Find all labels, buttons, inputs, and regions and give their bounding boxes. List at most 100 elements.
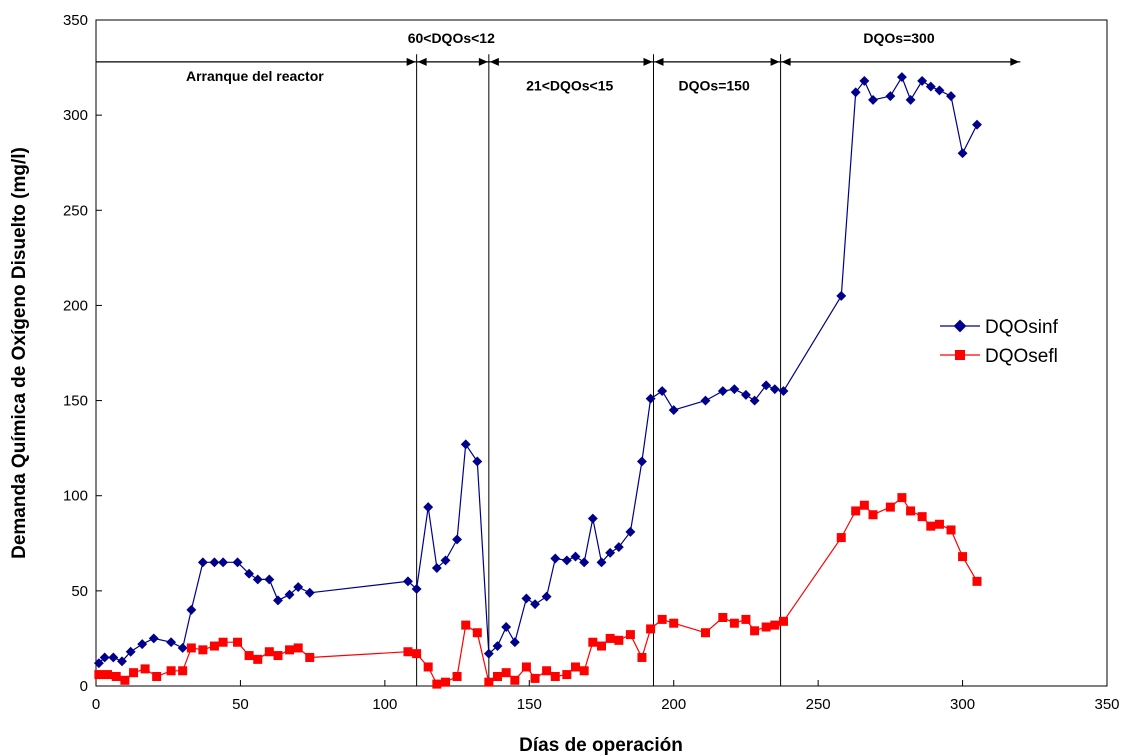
data-point-dqosefl — [550, 671, 560, 681]
data-point-dqosinf — [209, 557, 220, 568]
data-point-dqosinf — [946, 91, 956, 102]
data-point-dqosefl — [588, 637, 598, 647]
arrow-head — [406, 57, 416, 66]
legend: DQOsinf DQOsefl — [940, 317, 1059, 367]
x-tick-label: 350 — [1094, 696, 1119, 713]
data-point-dqosinf — [645, 393, 656, 404]
arrow-head — [417, 57, 427, 66]
data-point-dqosinf — [293, 582, 304, 593]
data-point-dqosefl — [972, 576, 982, 586]
y-tick-label: 200 — [63, 297, 88, 314]
data-point-dqosinf — [137, 639, 148, 650]
data-point-dqosinf — [125, 646, 136, 657]
data-point-dqosinf — [273, 595, 283, 606]
data-point-dqosinf — [749, 395, 760, 406]
data-point-dqosefl — [579, 666, 589, 676]
data-point-dqosefl — [285, 645, 295, 655]
phase-annotations: Arranque del reactor 60<DQOs<12 21<DQOs<15… — [186, 30, 935, 94]
data-point-dqosinf — [587, 513, 598, 524]
data-point-dqosefl — [718, 612, 728, 622]
x-tick-label: 50 — [232, 696, 249, 713]
data-point-dqosefl — [233, 637, 243, 647]
data-point-dqosefl — [484, 677, 494, 687]
data-point-dqosefl — [120, 675, 130, 685]
data-point-dqosinf — [284, 589, 295, 600]
data-point-dqosefl — [111, 671, 121, 681]
series-line-dqosefl — [98, 496, 978, 685]
data-point-dqosefl — [657, 614, 667, 624]
data-point-dqosefl — [166, 666, 176, 676]
data-point-dqosefl — [605, 633, 615, 643]
legend-marker-dqosefl — [955, 350, 965, 360]
legend-label-dqosefl: DQOsefl — [985, 346, 1058, 367]
y-tick-label: 0 — [80, 678, 88, 695]
data-point-dqosinf — [717, 386, 728, 397]
data-point-dqosinf — [657, 386, 668, 397]
arrow-head — [1010, 57, 1020, 66]
data-point-dqosinf — [579, 557, 590, 568]
data-point-dqosefl — [472, 628, 482, 638]
data-point-dqosefl — [669, 618, 679, 628]
data-point-dqosinf — [509, 637, 520, 648]
data-point-dqosinf — [668, 405, 679, 416]
data-point-dqosefl — [198, 645, 208, 655]
data-point-dqosefl — [305, 652, 315, 662]
data-point-dqosefl — [441, 677, 451, 687]
data-point-dqosinf — [93, 658, 104, 669]
data-point-dqosefl — [412, 649, 422, 659]
data-point-dqosinf — [550, 553, 561, 564]
data-point-dqosinf — [561, 555, 572, 566]
y-tick-label: 50 — [71, 583, 88, 600]
data-point-dqosinf — [472, 456, 483, 467]
x-tick-label: 150 — [517, 696, 542, 713]
data-point-dqosinf — [411, 584, 422, 594]
data-point-dqosefl — [293, 643, 303, 653]
x-tick-label: 300 — [950, 696, 975, 713]
data-point-dqosefl — [530, 673, 540, 683]
data-point-dqosinf — [859, 75, 870, 86]
data-point-dqosinf — [232, 557, 243, 568]
data-point-dqosefl — [501, 668, 511, 678]
arrow-head — [643, 57, 653, 66]
data-point-dqosefl — [897, 493, 907, 503]
data-point-dqosefl — [432, 679, 442, 689]
y-axis-title: Demanda Química de Oxígeno Disuelto (mg/… — [9, 147, 30, 559]
data-point-dqosinf — [761, 380, 772, 391]
data-point-dqosinf — [186, 604, 197, 615]
data-point-dqosefl — [761, 622, 771, 632]
data-point-dqosefl — [178, 666, 188, 676]
x-axis: 0 50 100 150 200 250 300 350 — [92, 680, 1120, 713]
data-point-dqosefl — [741, 614, 751, 624]
data-point-dqosinf — [740, 389, 751, 400]
data-point-dqosinf — [957, 148, 968, 159]
data-point-dqosefl — [218, 637, 228, 647]
series-line-dqosinf — [98, 75, 978, 664]
data-point-dqosinf — [896, 72, 907, 83]
data-point-dqosefl — [273, 651, 283, 661]
data-point-dqosinf — [836, 290, 847, 301]
data-point-dqosinf — [868, 94, 878, 105]
data-point-dqosinf — [613, 542, 624, 553]
data-point-dqosefl — [625, 630, 635, 640]
data-point-dqosefl — [885, 502, 895, 512]
data-point-dqosinf — [440, 555, 451, 566]
data-point-dqosinf — [403, 576, 413, 587]
x-tick-label: 100 — [372, 696, 397, 713]
data-point-dqosefl — [510, 675, 520, 685]
x-axis-title: Días de operación — [519, 735, 683, 756]
data-point-dqosinf — [177, 642, 188, 653]
y-tick-label: 150 — [63, 393, 88, 410]
data-point-dqosinf — [570, 551, 581, 562]
data-point-dqosinf — [452, 534, 463, 545]
data-point-dqosefl — [94, 670, 104, 680]
arrow-head — [781, 57, 791, 66]
data-point-dqosinf — [925, 81, 936, 92]
data-point-dqosefl — [140, 664, 150, 674]
arrow-head — [489, 57, 499, 66]
phase-label: 60<DQOs<12 — [408, 30, 495, 46]
data-point-dqosefl — [209, 641, 219, 651]
data-point-dqosefl — [958, 552, 968, 562]
data-point-dqosinf — [605, 547, 616, 558]
data-point-dqosefl — [103, 670, 113, 680]
data-point-dqosinf — [530, 599, 541, 610]
